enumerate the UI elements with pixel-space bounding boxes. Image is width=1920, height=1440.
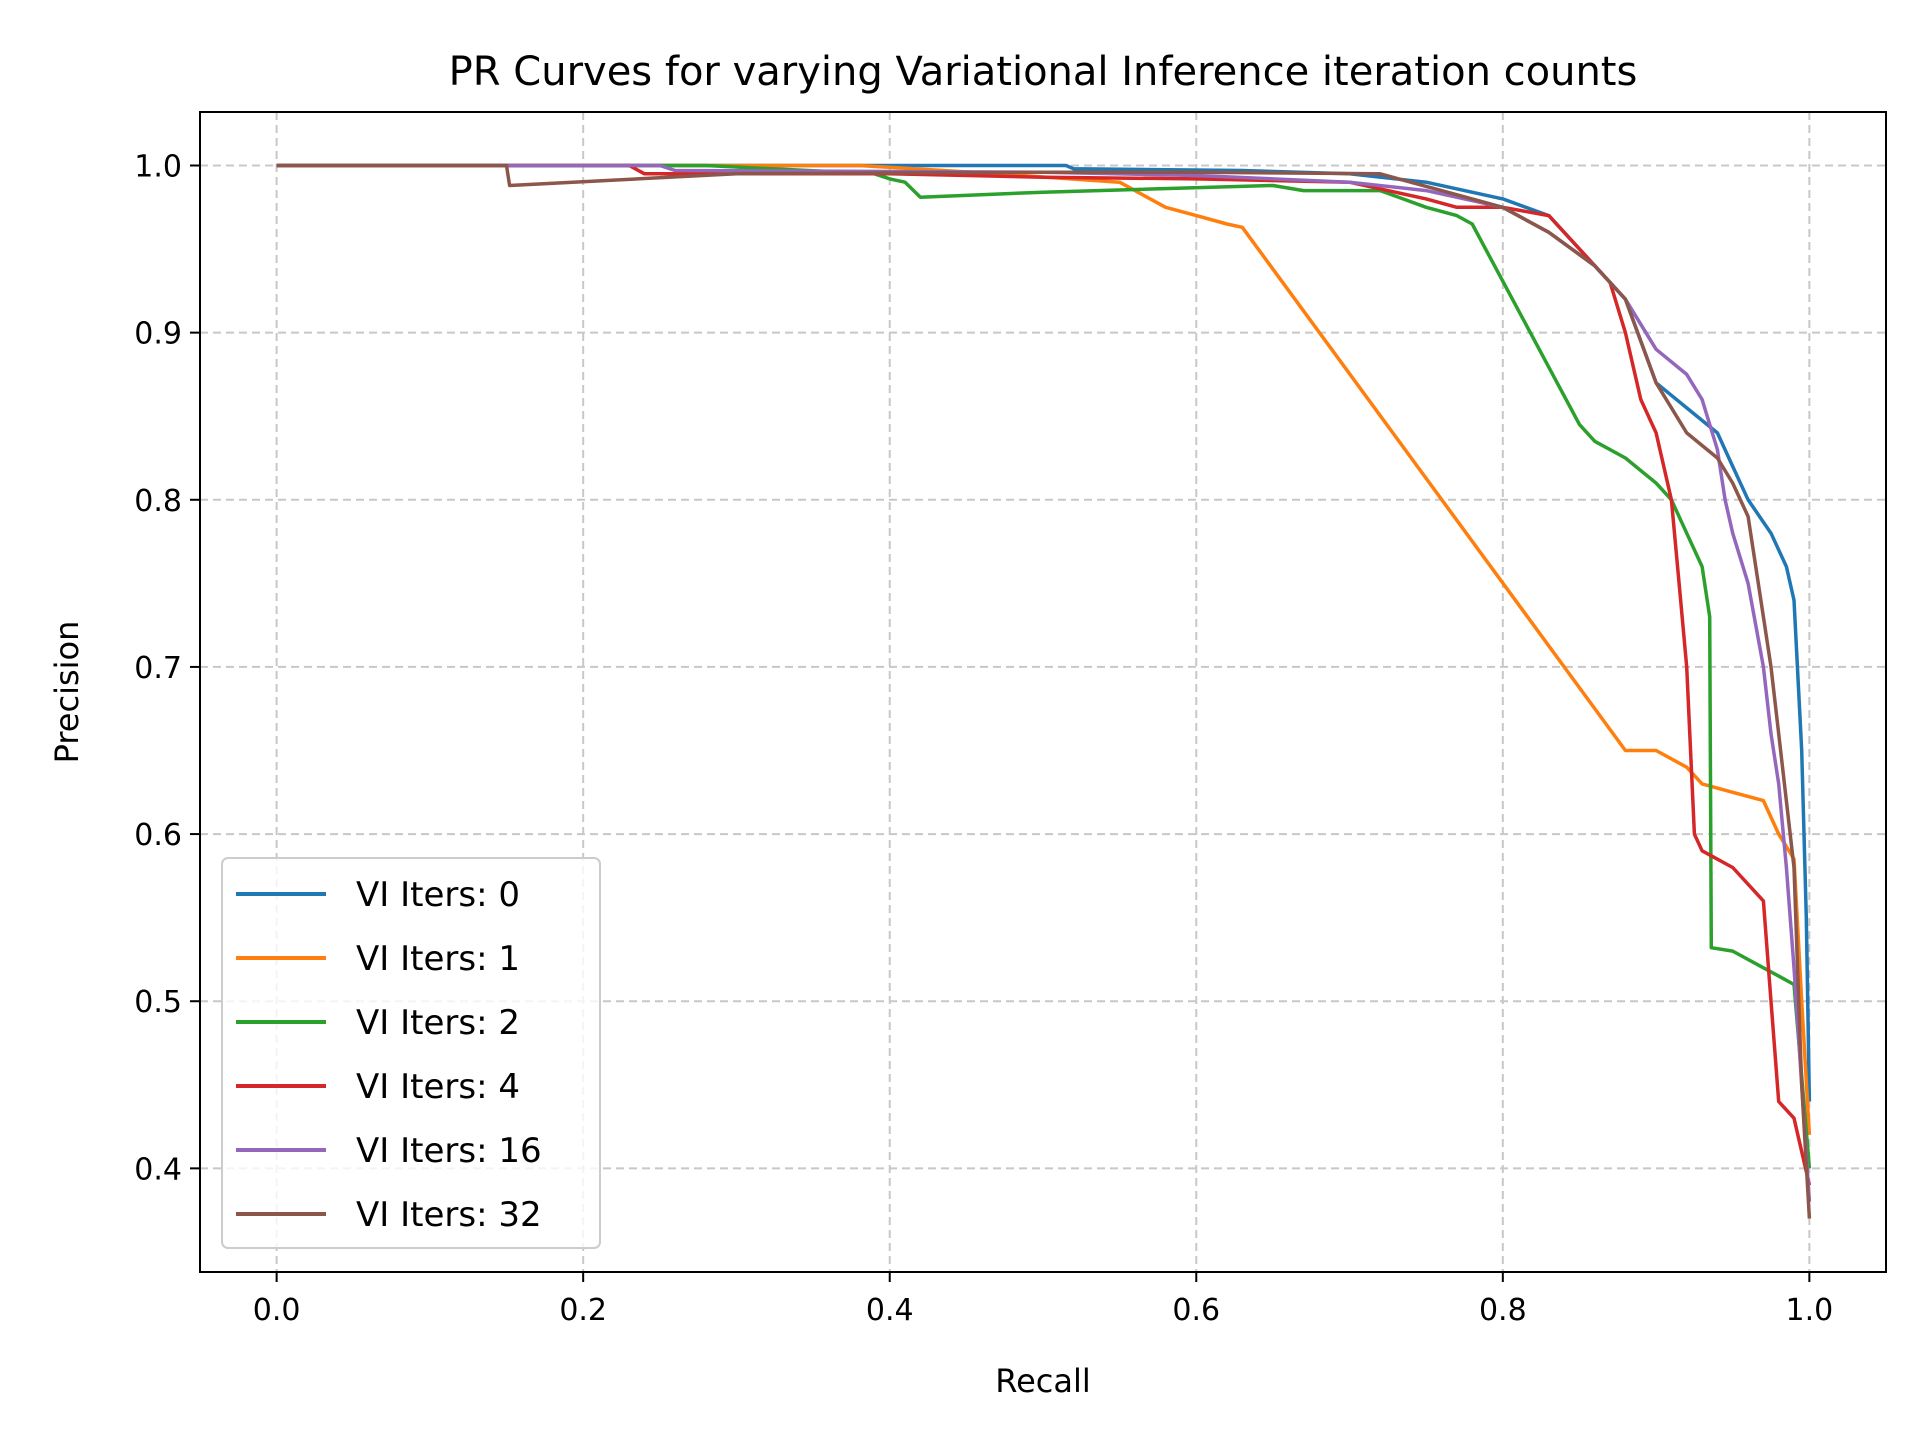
legend-entry-label: VI Iters: 16 (356, 1131, 542, 1171)
legend-entry-label: VI Iters: 4 (356, 1067, 520, 1107)
legend-entry-label: VI Iters: 2 (356, 1003, 520, 1043)
legend-entry-label: VI Iters: 1 (356, 939, 520, 979)
y-axis-ticks: 0.4 0.5 0.6 0.7 0.8 0.9 1.0 (134, 149, 200, 1187)
x-tick-label: 0.8 (1479, 1293, 1527, 1328)
y-tick-label: 0.9 (134, 317, 182, 352)
x-tick-label: 0.2 (559, 1293, 607, 1328)
chart-title: PR Curves for varying Variational Infere… (449, 49, 1638, 95)
y-tick-label: 1.0 (134, 149, 182, 184)
y-tick-label: 0.8 (134, 484, 182, 519)
y-tick-label: 0.5 (134, 985, 182, 1020)
y-tick-label: 0.7 (134, 651, 182, 686)
series-line-5 (276, 163, 1812, 1219)
series-lines (276, 163, 1812, 1219)
series-line-4 (276, 163, 1812, 1202)
x-tick-label: 1.0 (1786, 1293, 1834, 1328)
y-tick-label: 0.6 (134, 818, 182, 853)
legend: VI Iters: 0 VI Iters: 1 VI Iters: 2 VI Iter… (221, 857, 601, 1249)
legend-entry-label: VI Iters: 32 (356, 1195, 542, 1235)
plot-frame (199, 111, 1887, 1273)
x-tick-label: 0.0 (253, 1293, 301, 1328)
series-line-2 (276, 163, 1812, 1169)
x-axis-title: Recall (995, 1362, 1090, 1400)
x-tick-label: 0.6 (1172, 1293, 1220, 1328)
x-tick-label: 0.4 (866, 1293, 914, 1328)
y-axis-title: Precision (48, 621, 86, 764)
legend-box (221, 857, 601, 1249)
series-line-3 (276, 163, 1812, 1186)
legend-entry-label: VI Iters: 0 (356, 875, 520, 915)
y-tick-label: 0.4 (134, 1152, 182, 1187)
x-axis-ticks: 0.0 0.2 0.4 0.6 0.8 1.0 (253, 1272, 1833, 1328)
